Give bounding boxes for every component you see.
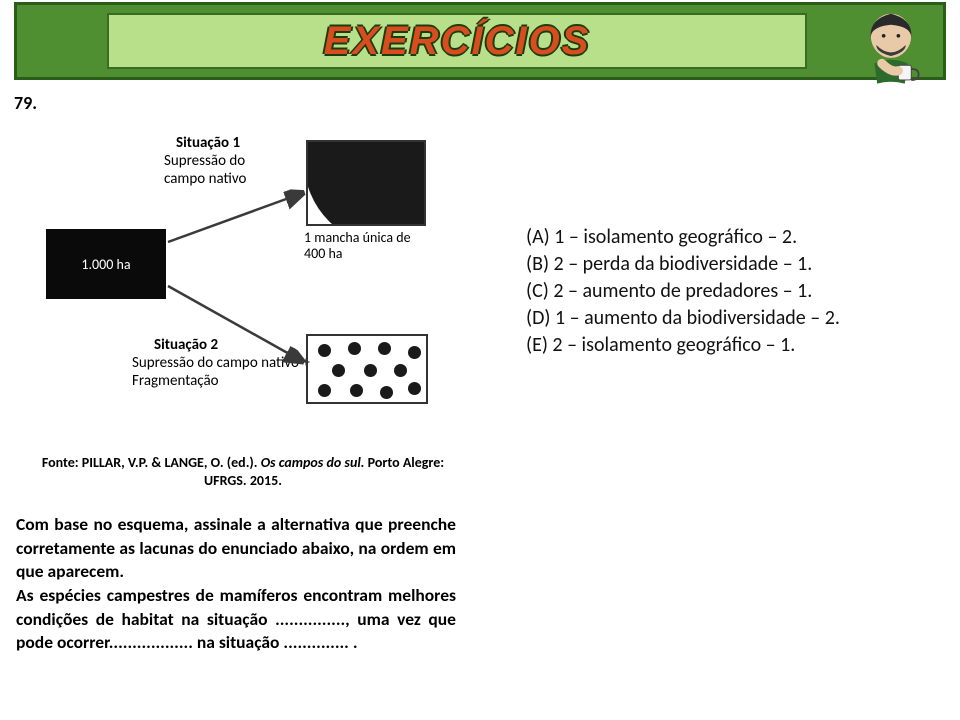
question-number: 79.	[14, 92, 944, 114]
two-column-layout: Situação 1 Supressão do campo nativo 1.0…	[16, 124, 944, 655]
source-prefix: Fonte:	[42, 454, 82, 471]
header-title: EXERCÍCIOS	[324, 19, 591, 64]
option-A: (A) 1 – isolamento geográfico – 2.	[526, 224, 916, 251]
option-D: (D) 1 – aumento da biodiversidade – 2.	[526, 305, 916, 332]
source-citation: Fonte: PILLAR, V.P. & LANGE, O. (ed.). O…	[38, 454, 448, 489]
option-B: (B) 2 – perda da biodiversidade – 1.	[526, 251, 916, 278]
header-title-box: EXERCÍCIOS	[107, 13, 807, 69]
avatar-illustration	[845, 0, 937, 91]
source-title: Os campos do sul.	[261, 454, 365, 471]
source-authors: PILLAR, V.P. & LANGE, O. (ed.).	[82, 454, 261, 471]
left-column: Situação 1 Supressão do campo nativo 1.0…	[16, 124, 486, 655]
question-prompt: Com base no esquema, assinale a alternat…	[16, 513, 456, 655]
diagram-arrows	[46, 134, 476, 434]
content-area: 79. Situação 1 Supressão do campo nativo…	[16, 92, 944, 655]
option-E: (E) 2 – isolamento geográfico – 1.	[526, 332, 916, 359]
option-C: (C) 2 – aumento de predadores – 1.	[526, 278, 916, 305]
diagram: Situação 1 Supressão do campo nativo 1.0…	[46, 134, 476, 434]
question-prompt-p1: Com base no esquema, assinale a alternat…	[16, 513, 456, 582]
question-prompt-p2: As espécies campestres de mamíferos enco…	[16, 584, 456, 653]
header-bar: EXERCÍCIOS	[14, 2, 946, 80]
options-column: (A) 1 – isolamento geográfico – 2. (B) 2…	[486, 124, 916, 359]
